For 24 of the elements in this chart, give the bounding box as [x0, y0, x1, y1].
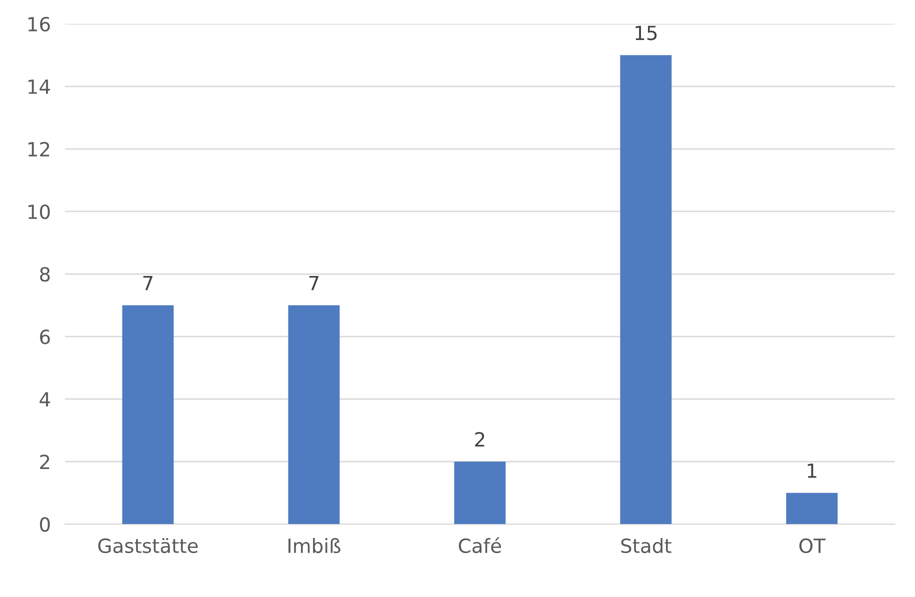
y-tick-label: 14 — [28, 80, 50, 94]
x-tick-label: OT — [799, 538, 826, 554]
bar — [620, 55, 672, 524]
x-tick-label: Café — [458, 537, 502, 554]
data-label: 2 — [475, 432, 484, 446]
bar — [454, 462, 506, 524]
y-tick-label: 8 — [40, 266, 50, 282]
data-label: 7 — [309, 276, 318, 290]
y-tick-label: 4 — [40, 392, 50, 406]
y-tick-label: 16 — [28, 16, 50, 32]
bar — [288, 305, 340, 524]
y-tick-label: 12 — [28, 142, 50, 156]
x-tick-label: Gaststätte — [98, 538, 198, 554]
data-label: 7 — [143, 276, 152, 290]
data-label: 15 — [636, 26, 657, 40]
y-tick-label: 10 — [28, 204, 50, 220]
x-tick-label: Stadt — [621, 538, 672, 554]
y-tick-label: 6 — [40, 330, 50, 344]
y-tick-label: 2 — [40, 454, 50, 470]
x-tick-label: Imbiß — [288, 538, 340, 554]
bar — [786, 492, 838, 524]
bar — [122, 305, 174, 524]
y-tick-label: 0 — [40, 517, 50, 532]
data-label: 1 — [808, 464, 816, 478]
